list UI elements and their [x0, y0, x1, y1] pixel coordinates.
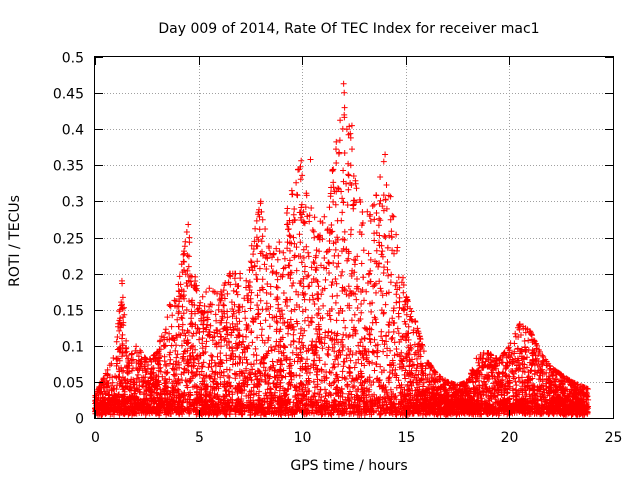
x-tick-label-5: 25	[605, 430, 623, 446]
y-tick-label-5: 0.25	[53, 232, 84, 248]
peak-point-2	[257, 198, 264, 205]
x-tick-label-0: 0	[91, 430, 100, 446]
plot-frame	[94, 56, 614, 419]
y-tick-label-1: 0.05	[53, 376, 84, 392]
y-tick-label-8: 0.4	[62, 123, 84, 139]
peak-point-0	[118, 277, 125, 284]
y-tick-label-10: 0.5	[62, 51, 84, 67]
peak-point-5	[340, 80, 347, 87]
y-tick-label-4: 0.2	[62, 268, 84, 284]
axis-ticks: 0 0.05 0.1 0.15 0.2 0.25 0.3 0.35 0.4 0.45 0.5 0 5 10…	[53, 51, 623, 447]
x-tick-label-4: 20	[501, 430, 519, 446]
x-axis-label: GPS time / hours	[290, 458, 407, 474]
y-tick-label-0: 0	[75, 412, 84, 428]
y-axis-label: ROTI / TECUs	[7, 195, 23, 287]
y-tick-label-6: 0.3	[62, 195, 84, 211]
peak-point-1	[185, 221, 192, 228]
y-tick-label-7: 0.35	[53, 159, 84, 175]
chart-title: Day 009 of 2014, Rate Of TEC Index for r…	[158, 21, 539, 37]
x-tick-label-1: 5	[195, 430, 204, 446]
peak-point-7	[382, 151, 389, 158]
y-tick-label-9: 0.45	[53, 87, 84, 103]
x-tick-label-2: 10	[294, 430, 312, 446]
y-tick-label-2: 0.1	[62, 340, 84, 356]
peak-point-8	[516, 321, 523, 328]
x-tick-label-3: 15	[398, 430, 416, 446]
peak-point-4	[307, 156, 314, 163]
peak-point-6	[348, 122, 355, 129]
y-tick-label-3: 0.15	[53, 304, 84, 320]
peak-point-3	[288, 187, 295, 194]
